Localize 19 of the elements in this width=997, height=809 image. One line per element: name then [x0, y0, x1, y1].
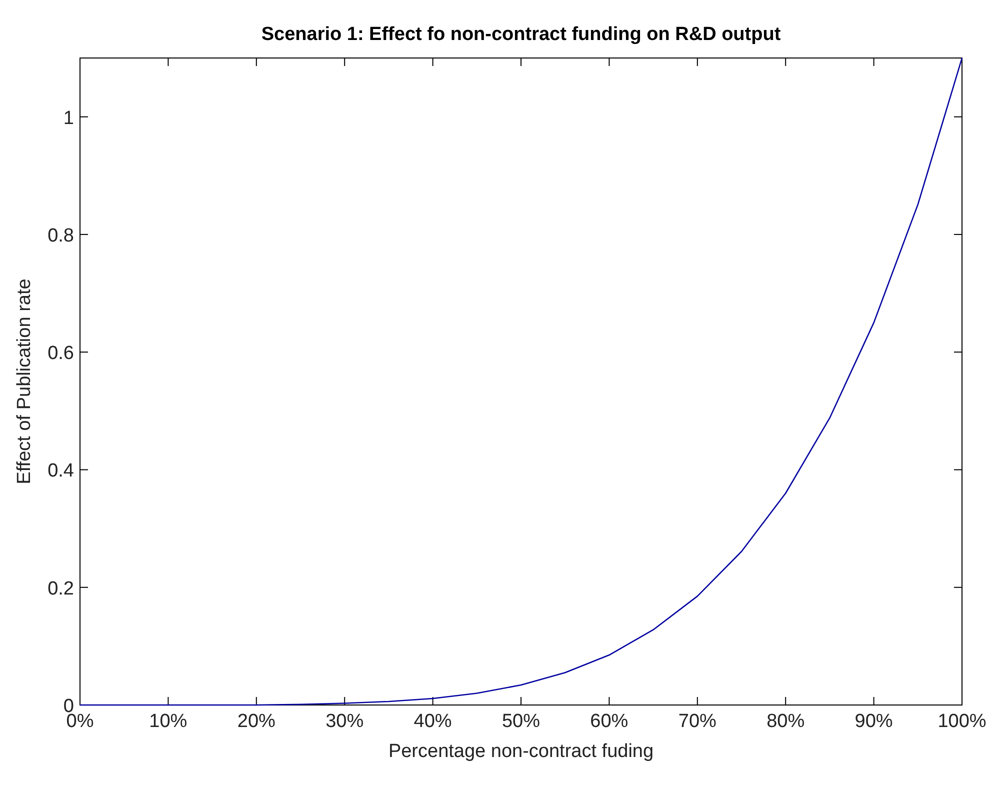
x-tick-label: 60% — [590, 711, 628, 732]
chart-title: Scenario 1: Effect fo non-contract funding on R&D output — [261, 24, 782, 45]
x-tick-label: 10% — [149, 711, 188, 732]
line-series — [79, 57, 963, 706]
y-tick-label: 1 — [63, 108, 74, 129]
x-axis-title: Percentage non-contract fuding — [388, 741, 654, 762]
x-tick-label: 50% — [502, 711, 540, 732]
y-tick-label: 0.6 — [48, 343, 74, 364]
x-tick-label: 40% — [414, 711, 452, 732]
y-tick-label: 0.8 — [48, 225, 74, 246]
y-axis-title: Effect of Publication rate — [14, 278, 35, 484]
x-tick-label: 80% — [766, 711, 805, 732]
x-tick-label: 90% — [854, 711, 893, 732]
x-tick-label: 30% — [326, 711, 364, 732]
x-tick-label: 100% — [938, 711, 986, 732]
x-tick-label: 70% — [678, 711, 717, 732]
y-tick-label: 0.4 — [48, 460, 74, 482]
x-tick-label: 20% — [237, 711, 276, 732]
y-tick-label: 0.2 — [48, 578, 74, 600]
